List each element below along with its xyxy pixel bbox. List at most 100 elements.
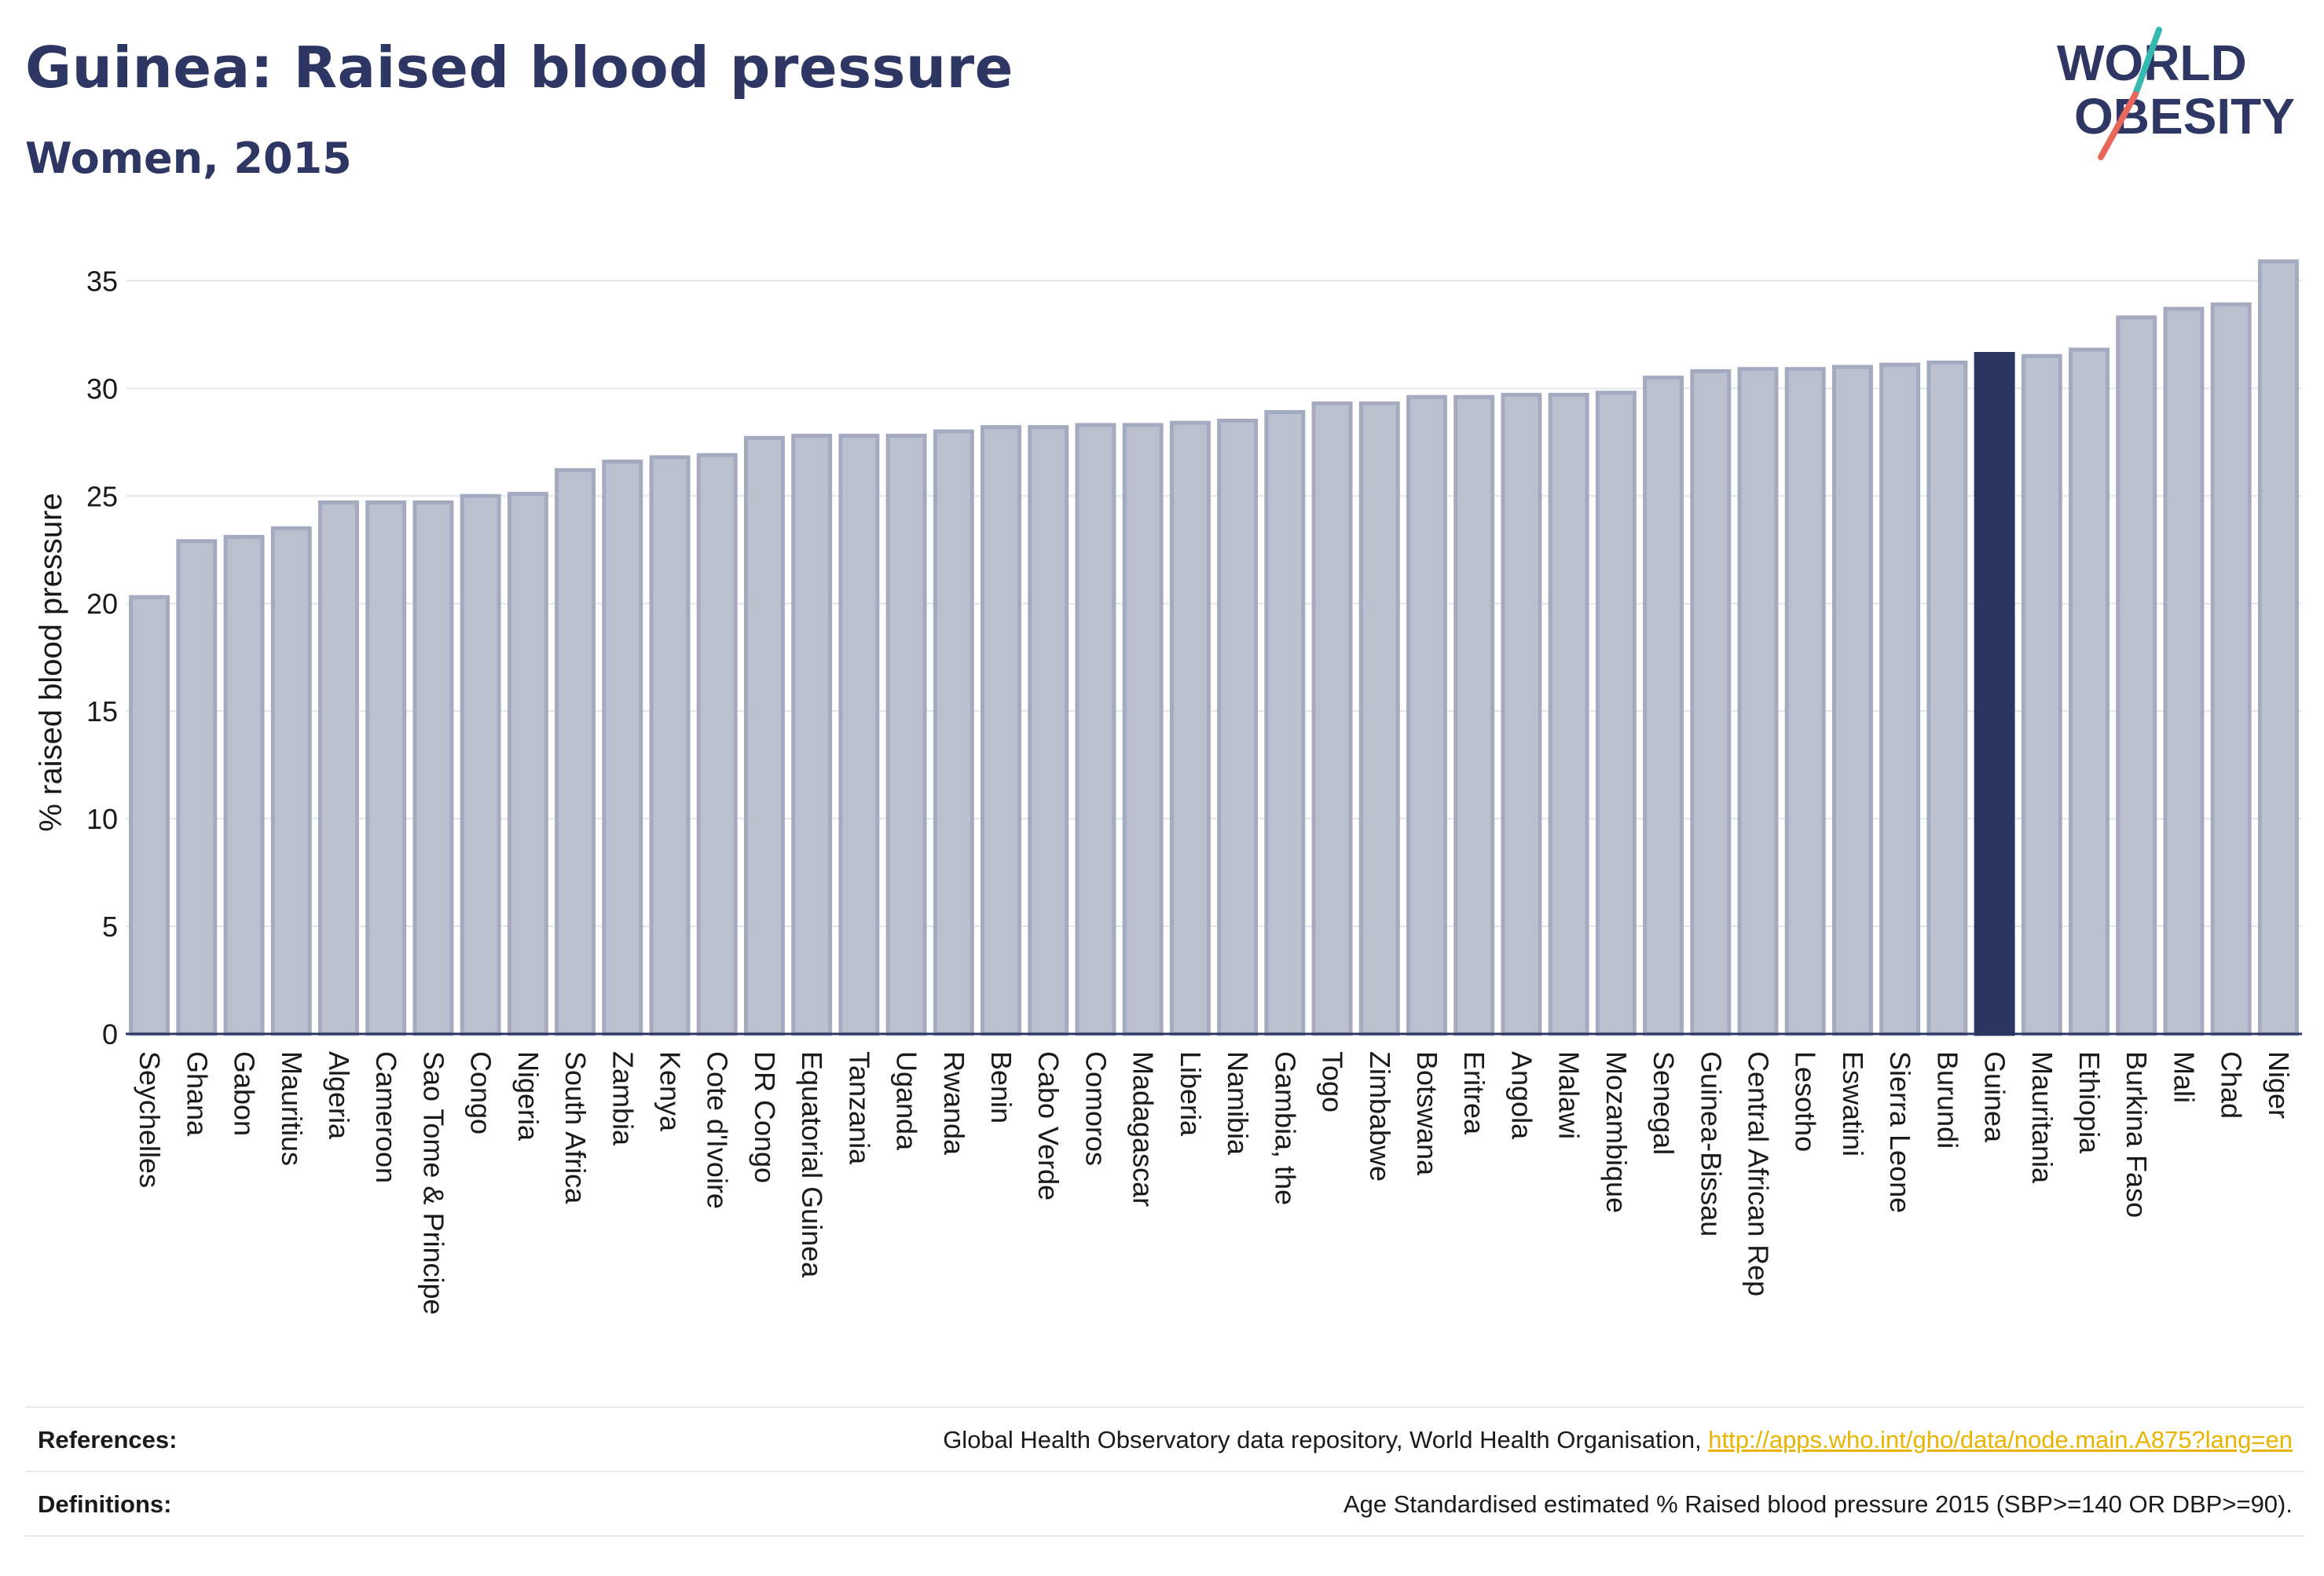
- bar-chart: 0 5 10 15 20 25 30 35 Seychelles Ghana Gabon Mauri…: [34, 259, 2302, 1315]
- bar: [602, 459, 643, 1036]
- x-tick-label: Cote d'Ivoire: [702, 1051, 734, 1209]
- bar: [1264, 409, 1306, 1036]
- y-tick-label: 10: [86, 803, 118, 835]
- logo-slash-teal: [2132, 27, 2162, 97]
- references-row: References: Global Health Observatory da…: [25, 1406, 2304, 1472]
- bar: [223, 534, 265, 1036]
- x-tick-label: Togo: [1317, 1051, 1349, 1112]
- bar: [1737, 367, 1779, 1036]
- x-tick-label: Mozambique: [1600, 1051, 1633, 1213]
- bar: [176, 539, 218, 1036]
- bar: [365, 500, 407, 1036]
- x-tick-label: Guinea-Bissau: [1695, 1051, 1727, 1237]
- bar: [1595, 390, 1637, 1036]
- x-tick-label: Uganda: [891, 1051, 923, 1151]
- x-tick-label: Eritrea: [1458, 1051, 1490, 1135]
- x-tick-label: Congo: [465, 1051, 497, 1134]
- x-tick-label: Guinea: [1979, 1051, 2011, 1143]
- x-tick-label: Ethiopia: [2073, 1051, 2106, 1154]
- x-tick-label: Equatorial Guinea: [796, 1051, 828, 1278]
- x-tick-label: Gabon: [229, 1051, 261, 1136]
- x-tick-label: Algeria: [323, 1051, 355, 1140]
- bar: [981, 425, 1022, 1036]
- bar: [696, 453, 738, 1036]
- x-tick-label: DR Congo: [749, 1051, 781, 1183]
- bars: [129, 259, 2299, 1036]
- x-tick-label: Namibia: [1222, 1051, 1254, 1156]
- bar: [1690, 368, 1732, 1036]
- y-axis-ticks: 0 5 10 15 20 25 30 35: [86, 265, 118, 1050]
- bar: [2116, 315, 2157, 1036]
- definitions-row: Definitions: Age Standardised estimated …: [25, 1471, 2304, 1537]
- x-tick-label: Zambia: [607, 1051, 639, 1146]
- bar: [791, 434, 833, 1036]
- x-tick-label: Central African Rep: [1743, 1051, 1775, 1296]
- bar: [1028, 425, 1069, 1036]
- x-tick-label: Liberia: [1175, 1051, 1207, 1137]
- bar: [838, 434, 880, 1036]
- x-tick-label: Benin: [985, 1051, 1017, 1123]
- bar: [507, 492, 548, 1036]
- x-tick-label: Angola: [1505, 1051, 1538, 1140]
- bar: [1879, 362, 1921, 1036]
- bar: [1311, 401, 1353, 1036]
- y-tick-label: 0: [102, 1018, 118, 1050]
- x-tick-label: Cabo Verde: [1032, 1051, 1065, 1200]
- footer-bottom-rule: [25, 1535, 2304, 1537]
- definitions-value: Age Standardised estimated % Raised bloo…: [1343, 1490, 2293, 1518]
- x-tick-label: Comoros: [1080, 1051, 1112, 1166]
- references-text: Global Health Observatory data repositor…: [943, 1426, 1709, 1453]
- bar: [1453, 394, 1495, 1036]
- x-tick-label: Botswana: [1411, 1051, 1443, 1176]
- bar: [2021, 354, 2062, 1036]
- references-value: Global Health Observatory data repositor…: [352, 1426, 2304, 1454]
- x-tick-label: Seychelles: [134, 1051, 166, 1188]
- y-tick-label: 30: [86, 372, 118, 405]
- y-tick-label: 35: [86, 265, 118, 297]
- bar: [2210, 302, 2252, 1036]
- bar: [1784, 367, 1826, 1036]
- x-tick-label: Burundi: [1931, 1051, 1963, 1149]
- bar: [1217, 418, 1259, 1036]
- bar: [1501, 393, 1542, 1036]
- bar: [1075, 423, 1116, 1036]
- y-tick-label: 5: [102, 911, 118, 943]
- x-tick-label: Zimbabwe: [1364, 1051, 1396, 1182]
- x-tick-label: Nigeria: [512, 1051, 544, 1142]
- bar: [2257, 259, 2299, 1036]
- bar: [270, 526, 312, 1036]
- x-tick-label: Gambia, the: [1269, 1051, 1301, 1205]
- bar: [1122, 423, 1164, 1036]
- references-link[interactable]: http://apps.who.int/gho/data/node.main.A…: [1708, 1426, 2293, 1453]
- x-tick-label: Lesotho: [1790, 1051, 1822, 1152]
- x-tick-label: Burkina Faso: [2121, 1051, 2153, 1218]
- x-tick-label: Mauritania: [2026, 1051, 2058, 1184]
- x-tick-label: Sierra Leone: [1884, 1051, 1916, 1213]
- bar: [412, 500, 454, 1036]
- x-axis-labels: Seychelles Ghana Gabon Mauritius Algeria Came…: [134, 1051, 2295, 1315]
- bar: [1926, 360, 1968, 1036]
- x-tick-label: Mali: [2168, 1051, 2200, 1103]
- bar: [2069, 347, 2110, 1036]
- bar: [460, 493, 501, 1036]
- x-tick-label: Rwanda: [938, 1051, 970, 1156]
- definitions-label: Definitions:: [38, 1490, 172, 1518]
- x-tick-label: Madagascar: [1127, 1051, 1160, 1207]
- bar: [743, 435, 785, 1036]
- bar: [1548, 393, 1589, 1036]
- bar: [1643, 376, 1684, 1036]
- x-tick-label: Sao Tome & Principe: [417, 1051, 449, 1315]
- bar: [1974, 352, 2015, 1036]
- bar: [649, 455, 691, 1036]
- x-tick-label: Malawi: [1553, 1051, 1585, 1139]
- bar: [1406, 394, 1447, 1036]
- chart-subtitle: Women, 2015: [25, 134, 352, 183]
- bar: [2163, 306, 2205, 1036]
- y-axis-title: % raised blood pressure: [34, 493, 68, 831]
- x-tick-label: Niger: [2263, 1051, 2295, 1119]
- x-tick-label: Senegal: [1648, 1051, 1680, 1155]
- chart-title: Guinea: Raised blood pressure: [25, 35, 1014, 101]
- bar: [1831, 365, 1873, 1036]
- x-tick-label: South Africa: [559, 1051, 592, 1204]
- bar: [885, 434, 927, 1036]
